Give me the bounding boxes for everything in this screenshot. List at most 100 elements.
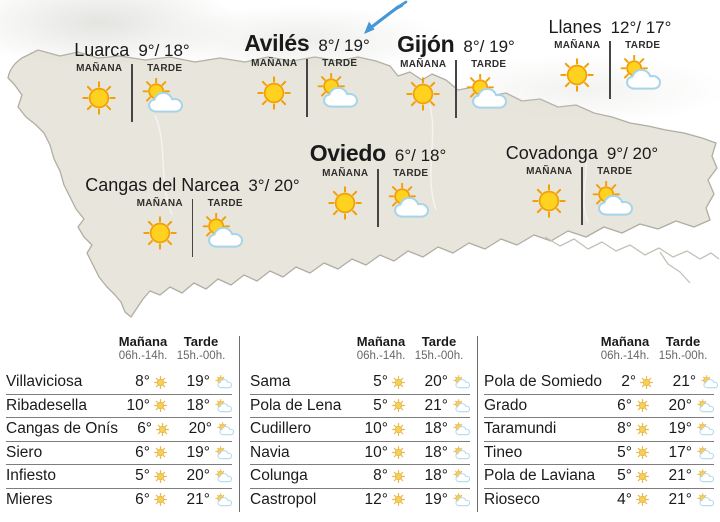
sun-icon xyxy=(640,376,653,389)
column-divider xyxy=(609,41,611,99)
column-header-afternoon: Tarde xyxy=(421,334,457,349)
morning-column: MAÑANA xyxy=(128,198,192,250)
morning-column: MAÑANA xyxy=(545,40,609,92)
station-header: Cangas del Narcea 3°/ 20° xyxy=(85,175,300,196)
town-name: Navia xyxy=(250,443,290,461)
morning-hours-label: 06h.-14h. xyxy=(600,350,650,362)
town-name: Rioseco xyxy=(484,490,540,508)
sun-icon xyxy=(154,493,167,506)
sun-icon xyxy=(154,376,167,389)
sun-icon xyxy=(328,186,362,220)
sun-icon xyxy=(636,399,649,412)
afternoon-temp: 19° xyxy=(424,490,448,508)
sun-behind-cloud-icon xyxy=(697,446,714,460)
column-header-morning: Mañana xyxy=(118,334,168,349)
forecast-table-1: Mañana Tarde 06h.-14h. 15h.-00h. Villavi… xyxy=(6,334,232,511)
afternoon-column: TARDE xyxy=(308,58,372,112)
morning-temp: 4° xyxy=(617,490,632,508)
afternoon-column: TARDE xyxy=(583,166,647,220)
column-divider xyxy=(191,199,194,257)
column-header-morning: Mañana xyxy=(356,334,406,349)
afternoon-temp: 20° xyxy=(186,467,210,485)
town-name: Grado xyxy=(484,396,528,414)
afternoon-temp: 19° xyxy=(186,373,210,391)
sun-behind-cloud-icon xyxy=(453,493,470,507)
station-header: Avilés 8°/ 19° xyxy=(244,31,370,56)
afternoon-hours-label: 15h.-00h. xyxy=(176,350,226,362)
station-temps: 12°/ 17° xyxy=(610,18,672,37)
morning-label: MAÑANA xyxy=(554,40,601,51)
afternoon-label: TARDE xyxy=(625,40,661,51)
table-divider xyxy=(239,336,240,512)
table-header-row: Mañana Tarde xyxy=(484,334,714,349)
town-name: Mieres xyxy=(6,490,53,508)
sun-behind-cloud-icon xyxy=(388,183,434,222)
sun-behind-cloud-icon xyxy=(697,493,714,507)
afternoon-temp: 21° xyxy=(672,373,697,391)
sun-behind-cloud-icon xyxy=(215,375,232,389)
sun-behind-cloud-icon xyxy=(453,399,470,413)
town-name: Sama xyxy=(250,373,291,391)
morning-temp: 6° xyxy=(135,490,150,508)
station-name: Luarca xyxy=(74,40,130,60)
sun-behind-cloud-icon xyxy=(215,469,232,483)
sun-behind-cloud-icon xyxy=(215,446,232,460)
afternoon-column: TARDE xyxy=(133,63,197,117)
station-name: Gijón xyxy=(397,31,455,57)
town-name: Cangas de Onís xyxy=(6,420,119,438)
sun-icon xyxy=(392,423,405,436)
morning-temp: 6° xyxy=(135,443,150,461)
morning-column: MAÑANA xyxy=(313,168,377,220)
afternoon-column: TARDE xyxy=(193,198,257,252)
column-divider xyxy=(306,59,308,117)
station-name: Avilés xyxy=(244,30,310,56)
sun-icon xyxy=(392,376,405,389)
morning-column: MAÑANA xyxy=(242,58,306,110)
station-temps: 8°/ 19° xyxy=(318,36,370,55)
morning-temp: 10° xyxy=(364,420,388,438)
station-forecast-columns: MAÑANA TARDE xyxy=(313,168,443,227)
afternoon-temp: 21° xyxy=(668,467,692,485)
station-name: Cangas del Narcea xyxy=(85,175,240,195)
afternoon-temp: 18° xyxy=(186,396,210,414)
station-temps: 9°/ 20° xyxy=(606,144,659,163)
station-forecast-columns: MAÑANA TARDE xyxy=(67,63,197,122)
station-header: Luarca 9°/ 18° xyxy=(74,40,189,61)
town-name: Cudillero xyxy=(250,420,312,438)
forecast-table-3: Mañana Tarde 06h.-14h. 15h.-00h. Pola de… xyxy=(484,334,714,511)
table-row: Cudillero 10° 18° xyxy=(250,417,470,441)
morning-temp: 6° xyxy=(137,420,153,438)
station-forecast-columns: MAÑANA TARDE xyxy=(128,198,258,257)
table-row: Sama 5° 20° xyxy=(250,371,470,394)
afternoon-temp: 18° xyxy=(424,467,448,485)
column-divider xyxy=(455,60,457,118)
morning-label: MAÑANA xyxy=(251,58,298,69)
morning-temp: 2° xyxy=(621,373,637,391)
afternoon-label: TARDE xyxy=(393,168,429,179)
sun-behind-cloud-icon xyxy=(701,375,718,389)
afternoon-temp: 21° xyxy=(668,490,692,508)
station-name: Oviedo xyxy=(309,140,386,166)
station-temps: 3°/ 20° xyxy=(248,176,300,195)
sun-icon xyxy=(392,399,405,412)
sun-behind-cloud-icon xyxy=(697,469,714,483)
station-name: Llanes xyxy=(548,17,602,37)
station-forecast-columns: MAÑANA TARDE xyxy=(545,40,675,99)
station-luarca: Luarca 9°/ 18° MAÑANA TARDE xyxy=(58,40,206,122)
column-divider xyxy=(131,64,133,122)
afternoon-label: TARDE xyxy=(147,63,183,74)
asturias-weather-map: Luarca 9°/ 18° MAÑANA TARDE Avilés 8°/ 1… xyxy=(0,0,720,318)
morning-column: MAÑANA xyxy=(517,166,581,218)
morning-temp: 6° xyxy=(617,396,632,414)
town-name: Infiesto xyxy=(6,467,56,485)
afternoon-temp: 18° xyxy=(424,420,448,438)
afternoon-column: TARDE xyxy=(611,40,675,94)
sun-behind-cloud-icon xyxy=(215,493,232,507)
sun-icon xyxy=(154,446,167,459)
sun-behind-cloud-icon xyxy=(620,55,666,94)
morning-temp: 5° xyxy=(617,443,632,461)
morning-temp: 8° xyxy=(373,467,388,485)
afternoon-temp: 20° xyxy=(188,420,213,438)
table-row: Villaviciosa 8° 19° xyxy=(6,371,232,394)
asturias-region-map xyxy=(7,49,720,318)
